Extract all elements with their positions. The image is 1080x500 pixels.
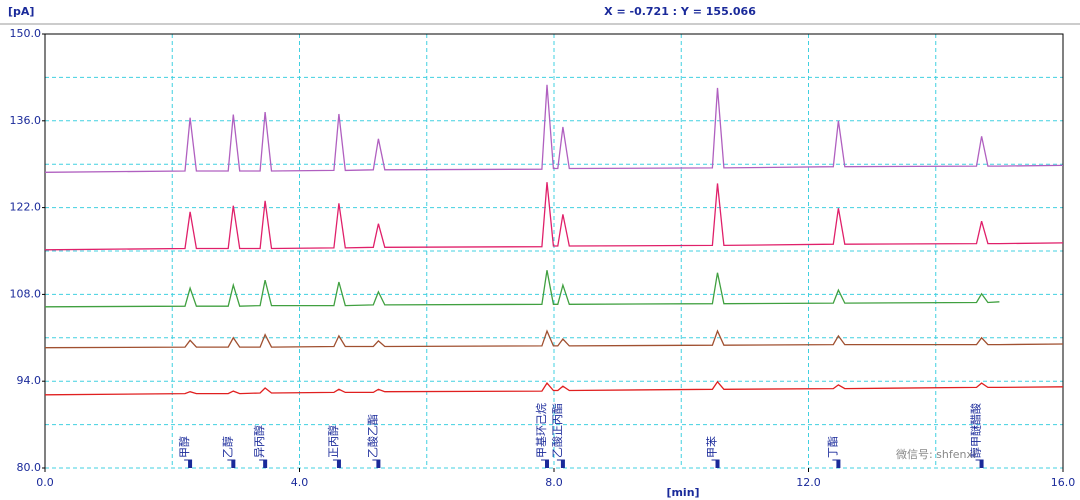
peak-label: 甲基环己烷	[534, 403, 548, 458]
trace	[44, 270, 1000, 308]
peak-label: 甲苯	[705, 436, 719, 458]
y-tick-label: 150.0	[10, 27, 42, 40]
peak-label: 乙酸正丙酯	[550, 403, 564, 458]
plot-frame	[44, 33, 1064, 468]
cursor-readout: X = -0.721 : Y = 155.066	[604, 5, 756, 18]
x-tick-label: 8.0	[545, 476, 563, 489]
x-tick-label: 4.0	[291, 476, 309, 489]
peak-marker	[263, 460, 268, 468]
y-tick-label: 122.0	[10, 201, 42, 214]
peak-marker	[336, 460, 341, 468]
trace	[44, 380, 1064, 396]
peak-label: 甲醇	[177, 436, 191, 458]
y-tick-label: 136.0	[10, 114, 42, 127]
peak-marker	[376, 460, 381, 468]
peak-marker	[715, 460, 720, 468]
peak-label: 乙酸乙酯	[365, 414, 379, 458]
x-tick-label: 16.0	[1051, 476, 1076, 489]
y-axis-label: [pA]	[8, 5, 34, 18]
peak-marker	[545, 460, 550, 468]
peak-label: 正丙醇	[326, 425, 340, 458]
y-tick-label: 94.0	[17, 374, 42, 387]
trace	[44, 329, 1064, 349]
trace	[44, 182, 1064, 251]
peak-label: 醇甲醚醋酸	[969, 403, 983, 458]
peak-marker	[231, 460, 236, 468]
peak-label: 丁酯	[826, 436, 839, 458]
peak-marker	[560, 460, 565, 468]
x-axis-label: [min]	[666, 486, 699, 499]
peak-marker	[188, 460, 193, 468]
x-tick-label: 0.0	[36, 476, 54, 489]
trace	[44, 84, 1064, 173]
peak-marker	[836, 460, 841, 468]
peak-label: 乙醇	[220, 436, 234, 458]
peak-label: 异丙醇	[252, 425, 266, 458]
x-tick-label: 12.0	[796, 476, 821, 489]
y-tick-label: 108.0	[10, 287, 42, 300]
peak-marker	[979, 460, 984, 468]
y-tick-label: 80.0	[17, 461, 42, 474]
